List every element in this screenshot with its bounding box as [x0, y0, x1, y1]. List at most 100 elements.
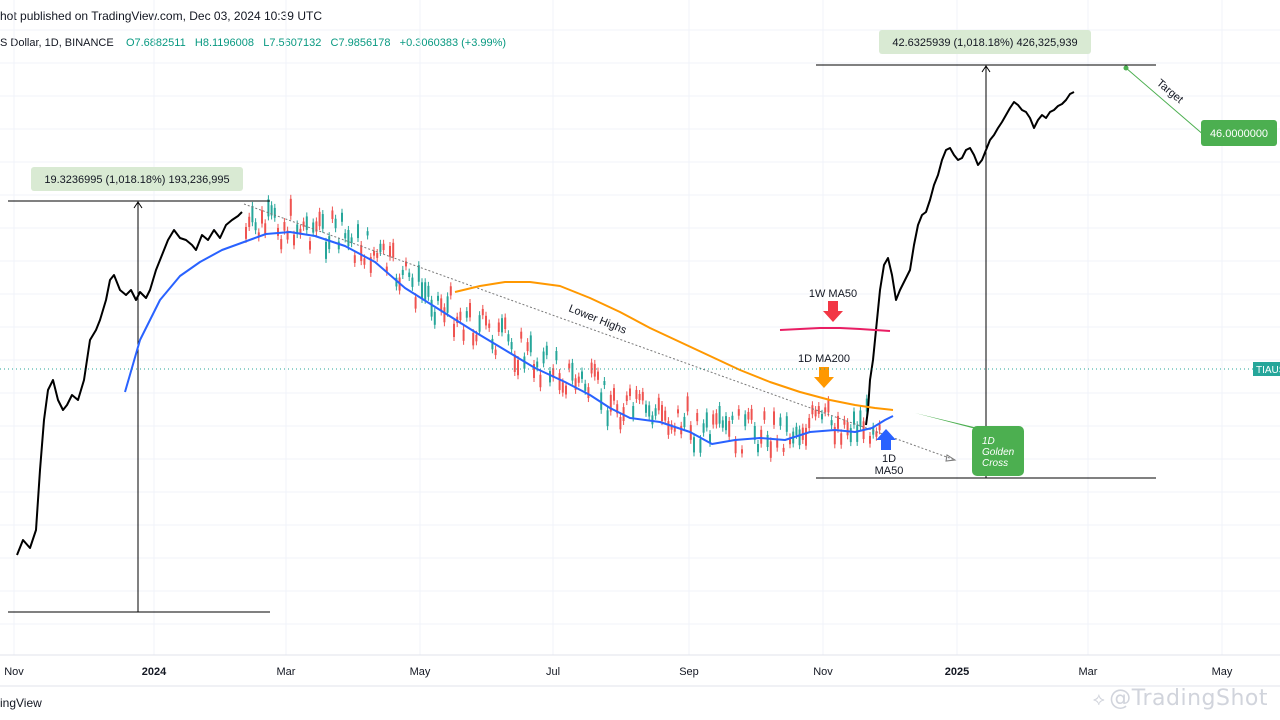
candle-body — [254, 222, 257, 231]
candle-body — [539, 374, 542, 388]
candle-body — [299, 228, 302, 235]
candle-body — [856, 425, 859, 442]
candle-body — [318, 211, 321, 227]
candle-body — [280, 239, 283, 250]
candle-body — [702, 423, 705, 433]
ma50-1d-label-line2: MA50 — [875, 465, 904, 477]
candle-body — [693, 437, 695, 453]
candle-body — [811, 405, 814, 415]
x-tick-label: May — [410, 666, 431, 678]
symbol-label[interactable]: S Dollar, 1D, BINANCE — [0, 37, 114, 49]
candle-body — [853, 411, 855, 425]
candle-body — [773, 411, 775, 425]
candle-body — [645, 404, 647, 413]
candle-body — [785, 416, 788, 432]
candle-body — [619, 416, 622, 430]
series-line-1d-ma50[interactable] — [124, 231, 894, 445]
measure-1-arrow-icon — [133, 201, 143, 209]
candle-body — [878, 424, 881, 431]
candle-body — [366, 231, 369, 236]
series-line-price-projection[interactable] — [865, 91, 1075, 426]
candle-body — [673, 426, 676, 432]
candle-body — [840, 433, 843, 445]
author-watermark: ⟡ @TradingShot — [1092, 686, 1268, 711]
candle-body — [625, 395, 628, 402]
candle-body — [635, 389, 638, 399]
candle-body — [869, 435, 871, 444]
candle-body — [728, 420, 731, 437]
golden-cross-pointer — [915, 413, 978, 428]
candle-body — [475, 334, 478, 342]
target-line — [1125, 67, 1206, 137]
candle-body — [245, 226, 247, 239]
candle-body — [753, 426, 756, 440]
candle-body — [533, 364, 535, 378]
candle-body — [574, 378, 577, 390]
candle-body — [846, 422, 849, 436]
price-axis-label: TIAUS — [1256, 365, 1280, 376]
candle-body — [305, 216, 308, 230]
candle-body — [526, 342, 529, 352]
candle-body — [814, 410, 817, 417]
candle-body — [517, 360, 519, 376]
candle-body — [769, 441, 772, 458]
candle-body — [424, 282, 427, 300]
x-tick-label: Jul — [546, 666, 560, 678]
target-value-label: 46.0000000 — [1210, 128, 1268, 140]
candle-body — [347, 229, 350, 247]
series-line-1w-ma50[interactable] — [779, 327, 891, 332]
candle-body — [827, 400, 830, 413]
candle-body — [433, 311, 436, 325]
low-value: L7.5607132 — [263, 37, 322, 49]
candle-body — [587, 387, 590, 399]
candle-body — [286, 230, 289, 240]
series-line-price[interactable] — [16, 211, 243, 556]
candle-body — [350, 237, 353, 244]
candle-body — [830, 420, 833, 426]
target-value-box[interactable] — [1201, 120, 1277, 146]
candle-body — [648, 405, 651, 417]
chart-grid — [0, 0, 1280, 655]
ma200-1d-arrow-icon — [814, 367, 834, 388]
series-line-1d-ma200[interactable] — [454, 281, 894, 411]
golden-cross-label-line3: Cross — [982, 458, 1008, 469]
candle-body — [321, 214, 324, 229]
candle-body — [520, 331, 523, 339]
lower-highs-trendline[interactable] — [243, 203, 956, 461]
candle-body — [488, 323, 491, 328]
candle-body — [337, 241, 340, 250]
candle-body — [392, 242, 395, 258]
candle-body — [718, 405, 721, 424]
candle-body — [385, 266, 388, 272]
candle-body — [341, 212, 343, 222]
candle-body — [421, 282, 423, 299]
candle-body — [709, 434, 711, 443]
tradingview-logo[interactable]: ingView — [0, 696, 42, 710]
change-value: +0.3060383 (+3.99%) — [399, 37, 507, 49]
candle-body — [395, 277, 398, 287]
candle-body — [651, 415, 654, 425]
published-line: hot published on TradingView.com, Dec 03… — [0, 9, 322, 23]
x-tick-label: Mar — [277, 666, 296, 678]
candle-body — [389, 246, 391, 257]
price-axis-badge[interactable] — [1253, 362, 1280, 376]
candle-body — [545, 345, 548, 356]
golden-cross-label-line1: 1D — [982, 436, 995, 447]
candle-body — [715, 413, 718, 425]
candle-body — [552, 368, 555, 378]
ma200-1d-label: 1D MA200 — [798, 353, 850, 365]
lines-layer — [16, 91, 1075, 556]
golden-cross-box[interactable] — [972, 426, 1024, 476]
candle-body — [731, 415, 734, 420]
x-tick-label: Nov — [4, 666, 24, 678]
candle-body — [542, 351, 545, 364]
candle-body — [369, 257, 372, 273]
candle-body — [270, 205, 273, 216]
candle-body — [757, 444, 759, 453]
candle-body — [782, 447, 785, 452]
candle-body — [779, 417, 782, 426]
measure-2-arrow-icon — [981, 65, 991, 73]
candle-body — [469, 302, 471, 318]
candle-body — [641, 391, 644, 401]
